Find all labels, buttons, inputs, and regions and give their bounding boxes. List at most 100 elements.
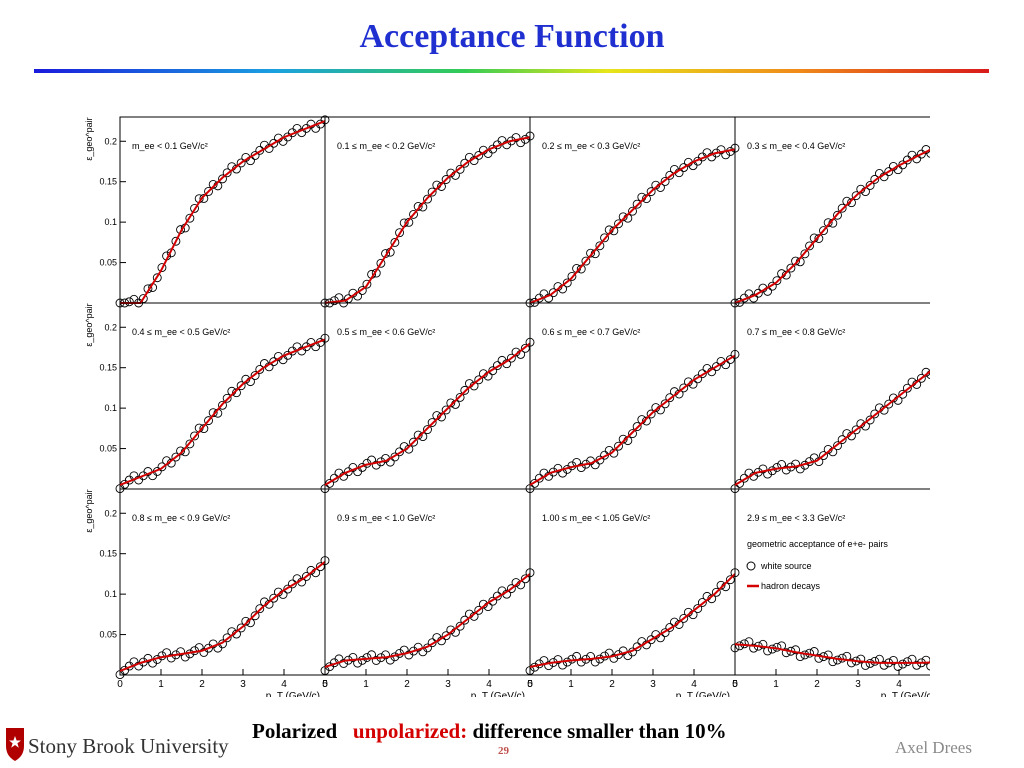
hadron-decay-curve <box>119 560 326 672</box>
x-tick-label: 3 <box>855 679 861 690</box>
data-point <box>222 168 232 178</box>
data-point <box>409 437 418 447</box>
data-point <box>851 425 861 435</box>
data-point <box>856 654 866 664</box>
data-point <box>781 648 791 658</box>
data-point <box>339 659 349 668</box>
data-point <box>632 199 642 209</box>
data-point <box>544 661 554 671</box>
data-point <box>884 399 894 409</box>
data-point <box>301 572 311 581</box>
data-point <box>520 574 530 584</box>
data-point <box>460 615 470 625</box>
data-point <box>753 288 763 298</box>
y-axis-label: ε_geo^pair <box>84 489 94 532</box>
legend-label-white-source: white source <box>760 561 812 571</box>
data-point <box>791 645 801 655</box>
data-point <box>218 400 227 410</box>
data-point <box>679 383 689 393</box>
data-point <box>576 657 586 667</box>
data-point <box>665 170 675 180</box>
data-point <box>865 415 875 425</box>
x-tick-label: 0 <box>732 679 738 690</box>
data-point <box>758 464 768 474</box>
data-point <box>660 399 670 409</box>
data-point <box>814 653 824 663</box>
footer-polarized: Polarized <box>252 719 338 743</box>
data-point <box>427 418 437 427</box>
x-tick-label: 5 <box>732 679 738 690</box>
x-axis-label: p_T (GeV/c) <box>881 691 930 697</box>
panel-mass-label: 0.7 ≤ m_ee < 0.8 GeV/c² <box>747 327 845 337</box>
x-tick-label: 3 <box>240 679 246 690</box>
y-tick-label: 0.15 <box>99 177 117 187</box>
data-point <box>199 194 209 203</box>
data-point <box>413 202 423 211</box>
panel-mass-label: 0.5 ≤ m_ee < 0.6 GeV/c² <box>337 327 435 337</box>
data-point <box>269 357 279 367</box>
x-tick-label: 1 <box>773 679 779 690</box>
data-point <box>446 398 456 408</box>
data-point <box>208 408 218 418</box>
data-point <box>716 580 726 590</box>
x-tick-label: 2 <box>199 679 205 690</box>
x-tick-label: 3 <box>650 679 656 690</box>
data-point <box>236 158 246 168</box>
data-point <box>390 238 400 247</box>
x-tick-label: 5 <box>527 679 533 690</box>
data-point <box>679 613 689 623</box>
data-point <box>437 412 446 422</box>
data-point <box>851 191 861 201</box>
data-point <box>693 604 703 614</box>
data-point <box>250 371 260 380</box>
data-point <box>562 278 572 288</box>
data-point <box>152 273 162 283</box>
data-point <box>208 179 218 189</box>
panel-frame <box>734 488 930 676</box>
data-point <box>888 655 898 665</box>
data-point <box>837 203 847 213</box>
data-point <box>805 241 814 251</box>
data-point <box>166 653 176 663</box>
data-point <box>474 150 484 160</box>
data-point <box>833 441 842 451</box>
data-point <box>506 584 516 594</box>
x-tick-label: 4 <box>896 679 902 690</box>
data-point <box>176 647 186 657</box>
x-tick-label: 0 <box>322 679 328 690</box>
data-point <box>665 393 675 403</box>
y-tick-label: 0.1 <box>104 589 117 599</box>
data-point <box>204 186 213 196</box>
data-point <box>348 652 358 662</box>
legend-label-hadron-decays: hadron decays <box>761 581 821 591</box>
data-point <box>781 270 791 280</box>
data-point <box>413 642 423 652</box>
university-logo: Stony Brook University <box>4 724 254 764</box>
x-tick-label: 1 <box>363 679 369 690</box>
data-point <box>143 653 153 663</box>
data-point <box>618 434 628 444</box>
data-point <box>586 248 596 258</box>
data-point <box>124 297 134 307</box>
data-point <box>819 226 828 236</box>
data-point <box>847 658 856 668</box>
data-point <box>255 604 265 614</box>
panel-mass-label: m_ee < 0.1 GeV/c² <box>132 141 208 151</box>
data-point <box>404 217 414 227</box>
data-point <box>553 655 563 665</box>
data-point <box>749 643 759 653</box>
panel-mass-label: 0.2 ≤ m_ee < 0.3 GeV/c² <box>542 141 640 151</box>
data-point <box>576 463 586 473</box>
y-tick-label: 0.15 <box>99 363 117 373</box>
data-point <box>711 362 721 372</box>
legend-title: geometric acceptance of e+e- pairs <box>747 539 888 549</box>
panel-mass-label: 0.3 ≤ m_ee < 0.4 GeV/c² <box>747 141 845 151</box>
data-point <box>614 219 623 229</box>
data-point <box>847 198 856 208</box>
data-point <box>916 149 926 159</box>
x-tick-label: 5 <box>322 679 328 690</box>
data-point <box>236 381 246 391</box>
data-point <box>381 650 391 660</box>
data-point <box>548 288 558 298</box>
data-point <box>921 145 930 154</box>
